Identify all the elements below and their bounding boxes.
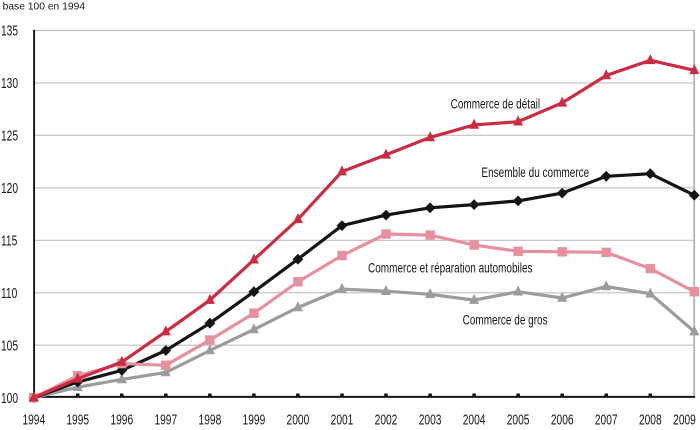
svg-text:100: 100 [1,389,18,406]
svg-text:2002: 2002 [375,411,398,425]
svg-text:Commerce de gros: Commerce de gros [463,312,548,328]
svg-text:2001: 2001 [331,411,354,425]
svg-text:2007: 2007 [595,411,618,425]
svg-text:1998: 1998 [199,411,222,425]
svg-text:Commerce de détail: Commerce de détail [451,96,540,112]
svg-text:1996: 1996 [110,411,133,425]
svg-text:Ensemble du commerce: Ensemble du commerce [481,164,589,180]
svg-text:2003: 2003 [419,411,442,425]
svg-text:2000: 2000 [287,411,310,425]
svg-text:120: 120 [1,179,18,196]
svg-text:base 100 en 1994: base 100 en 1994 [3,2,86,13]
svg-text:2005: 2005 [507,411,530,425]
svg-text:135: 135 [1,22,18,39]
svg-text:130: 130 [1,74,18,91]
svg-text:1999: 1999 [243,411,266,425]
svg-text:Commerce et réparation automob: Commerce et réparation automobiles [368,260,533,276]
svg-text:105: 105 [1,336,18,353]
svg-text:125: 125 [1,126,18,143]
svg-text:2008: 2008 [639,411,662,425]
svg-text:2009: 2009 [673,411,696,425]
svg-text:2004: 2004 [463,411,486,425]
svg-text:110: 110 [1,284,17,301]
svg-text:115: 115 [1,231,17,248]
svg-text:2006: 2006 [551,411,574,425]
svg-text:1994: 1994 [22,411,45,425]
svg-text:1995: 1995 [66,411,89,425]
svg-text:1997: 1997 [154,411,177,425]
